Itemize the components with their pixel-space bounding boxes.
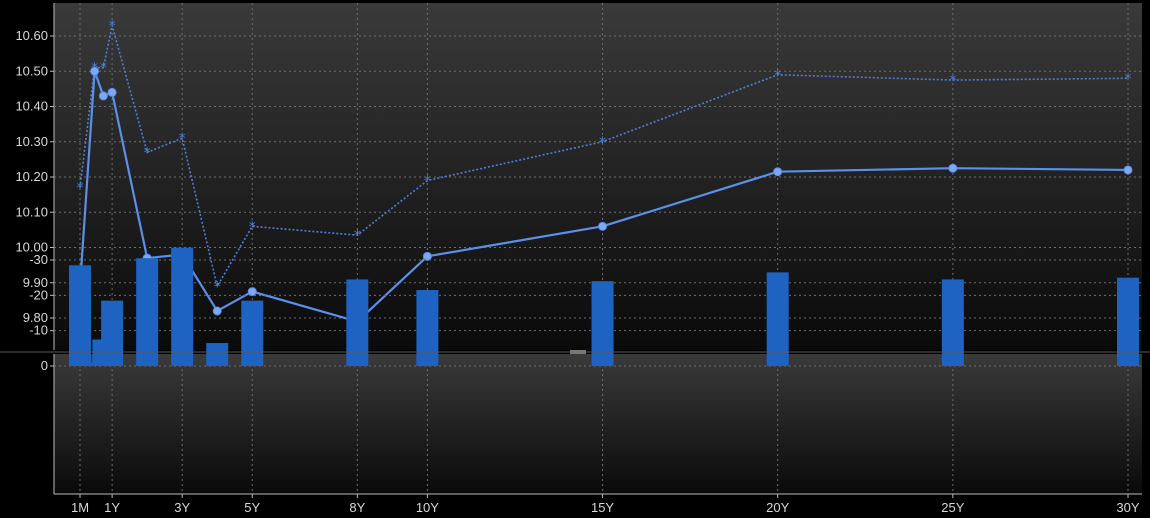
prior-curve-star-point: * <box>214 279 221 295</box>
current-curve-point <box>422 251 432 261</box>
bottom-y-tick-label: -10 <box>29 323 48 338</box>
prior-curve-line <box>79 25 1129 289</box>
change-bar <box>241 300 264 366</box>
change-bar <box>766 272 789 366</box>
change-bar <box>591 281 614 366</box>
prior-curve-star-point: * <box>424 174 431 190</box>
change-bar <box>101 300 124 366</box>
change-bar <box>1117 277 1139 366</box>
prior-curve-star-point: * <box>599 135 606 151</box>
current-curve-point <box>107 87 117 97</box>
change-bar <box>136 258 159 366</box>
x-tick-label: 3Y <box>174 500 190 515</box>
x-tick-label: 5Y <box>244 500 260 515</box>
change-bar <box>171 247 194 366</box>
bottom-y-tick-label: -30 <box>29 252 48 267</box>
top-y-tick-label: 10.00 <box>15 240 48 255</box>
bottom-plot-area <box>54 354 1142 494</box>
change-bar <box>206 343 229 366</box>
prior-curve-star-point: * <box>774 68 781 84</box>
change-bar <box>346 279 369 366</box>
current-curve-point <box>247 287 257 297</box>
top-y-tick-label: 10.30 <box>15 134 48 149</box>
prior-curve-star-point: * <box>1125 71 1132 87</box>
current-curve-point <box>948 163 958 173</box>
top-y-tick-label: 9.80 <box>23 310 48 325</box>
change-bar <box>941 279 964 366</box>
prior-curve-star-point: * <box>77 181 84 197</box>
x-tick-label: 15Y <box>591 500 614 515</box>
top-y-tick-label: 10.50 <box>15 63 48 78</box>
bottom-y-tick-label: -20 <box>29 287 48 302</box>
x-tick-label: 10Y <box>416 500 439 515</box>
top-y-tick-label: 10.20 <box>15 169 48 184</box>
change-bar <box>69 265 91 366</box>
x-tick-label: 1Y <box>104 500 120 515</box>
top-y-tick-label: 10.40 <box>15 99 48 114</box>
prior-curve-star-point: * <box>249 219 256 235</box>
prior-curve-star-point: * <box>144 145 151 161</box>
current-curve-point <box>1123 165 1133 175</box>
current-curve-point <box>98 91 108 101</box>
prior-curve-star-point: * <box>179 131 186 147</box>
x-tick-label: 8Y <box>349 500 365 515</box>
top-y-tick-label: 10.60 <box>15 28 48 43</box>
current-curve-point <box>598 221 608 231</box>
current-curve-point <box>90 66 100 76</box>
x-tick-label: 1M <box>71 500 89 515</box>
current-curve-point <box>212 306 222 316</box>
x-tick-label: 20Y <box>766 500 789 515</box>
prior-curve-star-point: * <box>354 228 361 244</box>
change-bar-panel: 0 -10 -20 -30 <box>29 247 1142 494</box>
prior-curve-star-point: * <box>949 73 956 89</box>
x-axis: 1M 1Y 3Y 5Y 8Y 10Y 15Y 20Y 25Y 30Y <box>54 493 1142 515</box>
bottom-y-tick-label: 0 <box>41 358 48 373</box>
x-tick-label: 25Y <box>941 500 964 515</box>
current-curve-point <box>773 167 783 177</box>
x-tick-label: 30Y <box>1116 500 1139 515</box>
prior-curve-star-point: * <box>109 18 116 34</box>
panel-splitter-handle[interactable] <box>570 350 586 354</box>
change-bar <box>416 290 439 366</box>
top-y-tick-label: 10.10 <box>15 204 48 219</box>
top-y-tick-label: 9.90 <box>23 275 48 290</box>
prior-curve-star-point: * <box>100 61 107 77</box>
